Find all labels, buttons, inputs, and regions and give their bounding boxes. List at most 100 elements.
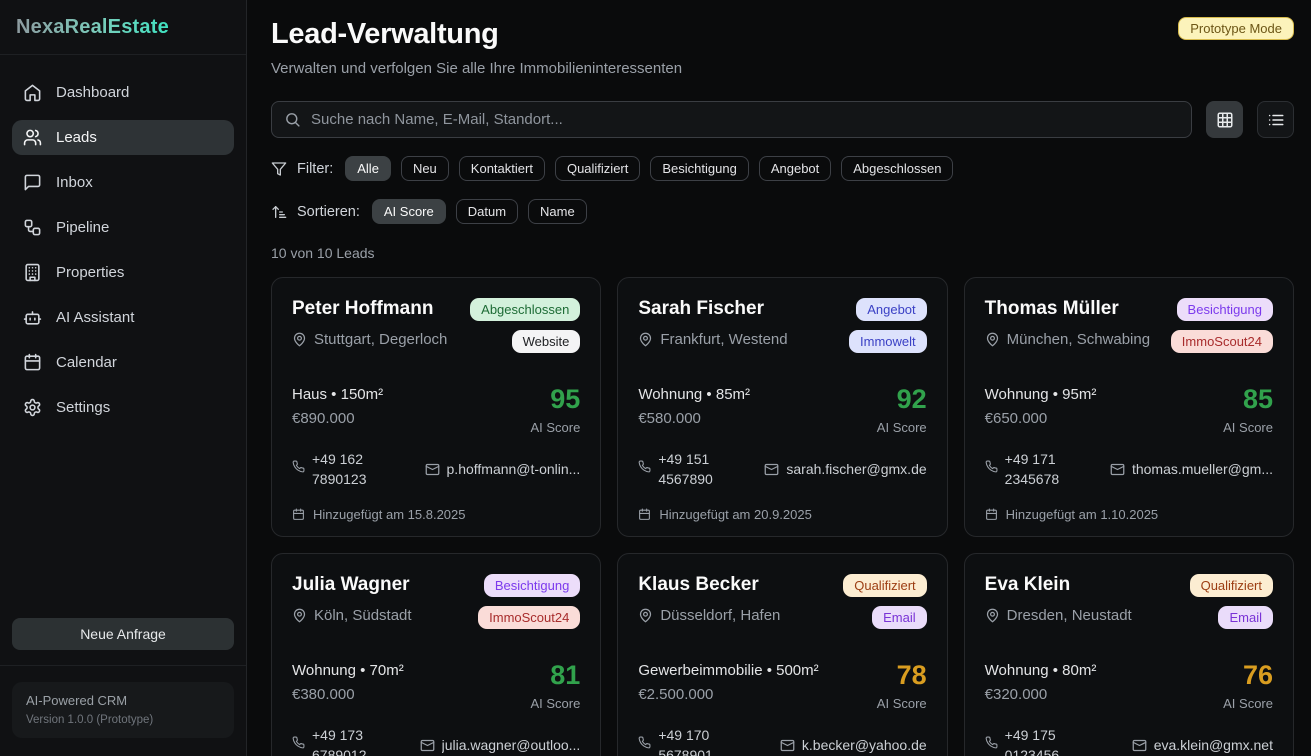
filter-pill-besichtigung[interactable]: Besichtigung	[650, 156, 749, 181]
sidebar-footer: AI-Powered CRM Version 1.0.0 (Prototype)	[0, 665, 246, 756]
property-type: Wohnung • 80m²	[984, 662, 1097, 679]
sort-pill-ai-score[interactable]: AI Score	[371, 199, 446, 224]
calendar-small-icon	[638, 508, 651, 521]
sidebar-item-label: Leads	[56, 129, 97, 146]
sidebar-item-inbox[interactable]: Inbox	[12, 165, 234, 200]
lead-phone-text: +49 171 2345678	[1004, 451, 1060, 488]
mail-icon	[425, 462, 440, 477]
search-box[interactable]	[271, 101, 1192, 138]
lead-card[interactable]: Julia Wagner Köln, Südstadt Besichtigung…	[271, 553, 602, 756]
lead-name: Klaus Becker	[638, 574, 759, 595]
lead-name: Sarah Fischer	[638, 298, 764, 319]
lead-card[interactable]: Sarah Fischer Frankfurt, Westend Angebot…	[617, 277, 948, 537]
lead-location-text: Dresden, Neustadt	[1006, 607, 1132, 624]
ai-score-label: AI Score	[876, 696, 927, 711]
new-request-button[interactable]: Neue Anfrage	[12, 618, 234, 650]
sidebar-item-properties[interactable]: Properties	[12, 255, 234, 290]
sidebar-item-settings[interactable]: Settings	[12, 390, 234, 425]
filter-icon	[271, 161, 287, 177]
lead-card[interactable]: Klaus Becker Düsseldorf, Hafen Qualifizi…	[617, 553, 948, 756]
lead-card-top: Sarah Fischer Frankfurt, Westend Angebot…	[638, 298, 927, 353]
property-info: Gewerbeimmobilie • 500m² €2.500.000	[638, 662, 818, 711]
lead-added-text: Hinzugefügt am 1.10.2025	[1005, 506, 1159, 522]
lead-badges: Qualifiziert Email	[843, 574, 927, 629]
property-info: Wohnung • 80m² €320.000	[985, 662, 1097, 711]
grid-icon	[1216, 111, 1234, 129]
property-price: €580.000	[638, 410, 701, 427]
contact-row: +49 175 0123456 eva.klein@gmx.net	[985, 725, 1273, 756]
sidebar-item-dashboard[interactable]: Dashboard	[12, 75, 234, 110]
property-row: Gewerbeimmobilie • 500m² €2.500.000 78 A…	[638, 662, 927, 712]
filter-pill-qualifiziert[interactable]: Qualifiziert	[554, 156, 641, 181]
lead-card[interactable]: Thomas Müller München, Schwabing Besicht…	[963, 277, 1294, 537]
list-icon	[1267, 111, 1285, 129]
grid-view-button[interactable]	[1206, 101, 1243, 138]
lead-added-text: Hinzugefügt am 20.9.2025	[659, 506, 812, 522]
property-row: Wohnung • 95m² €650.000 85 AI Score	[985, 384, 1273, 436]
mail-icon	[1110, 462, 1125, 477]
page-subtitle: Verwalten und verfolgen Sie alle Ihre Im…	[271, 60, 683, 77]
ai-score-label: AI Score	[530, 696, 581, 711]
property-type: Wohnung • 85m²	[638, 386, 751, 403]
sidebar-item-pipeline[interactable]: Pipeline	[12, 210, 234, 245]
page-header-text: Lead-Verwaltung Verwalten und verfolgen …	[271, 14, 682, 77]
lead-added-text: Hinzugefügt am 15.8.2025	[313, 506, 466, 522]
lead-location-text: Düsseldorf, Hafen	[660, 607, 781, 624]
lead-card[interactable]: Peter Hoffmann Stuttgart, Degerloch Abge…	[271, 277, 602, 537]
lead-card[interactable]: Eva Klein Dresden, Neustadt Qualifiziert…	[963, 553, 1294, 756]
lead-phone: +49 175 0123456	[985, 725, 1077, 756]
list-view-button[interactable]	[1257, 101, 1294, 138]
sidebar-item-label: Inbox	[56, 174, 93, 191]
lead-phone: +49 170 5678901	[638, 725, 730, 756]
ai-score-value: 85	[1242, 384, 1273, 414]
lead-location: München, Schwabing	[985, 331, 1150, 348]
sidebar-item-label: Pipeline	[56, 219, 110, 236]
sidebar-item-label: Calendar	[56, 354, 117, 371]
filter-pill-kontaktiert[interactable]: Kontaktiert	[458, 156, 545, 181]
lead-identity: Julia Wagner Köln, Südstadt	[292, 574, 412, 624]
sidebar-item-label: Settings	[56, 399, 111, 416]
results-count: 10 von 10 Leads	[271, 245, 375, 261]
lead-phone-text: +49 151 4567890	[658, 451, 713, 488]
lead-location-text: Frankfurt, Westend	[660, 331, 788, 348]
lead-phone: +49 173 6789012	[292, 725, 384, 756]
sidebar-item-leads[interactable]: Leads	[12, 120, 234, 155]
sidebar-item-calendar[interactable]: Calendar	[12, 345, 234, 380]
lead-card-top: Klaus Becker Düsseldorf, Hafen Qualifizi…	[638, 574, 927, 629]
filter-pill-abgeschlossen[interactable]: Abgeschlossen	[841, 156, 954, 181]
sidebar: NexaRealEstate Dashboard Leads Inbox Pip…	[0, 0, 247, 756]
lead-email-text: k.becker@yahoo.de	[801, 737, 927, 754]
property-type: Wohnung • 70m²	[292, 662, 404, 679]
version-card-subtitle: Version 1.0.0 (Prototype)	[26, 714, 154, 726]
source-badge: Email	[872, 606, 927, 629]
search-icon	[284, 111, 301, 128]
filter-pill-neu[interactable]: Neu	[400, 156, 449, 181]
filter-label: Filter:	[297, 160, 334, 177]
sidebar-item-ai-assistant[interactable]: AI Assistant	[12, 300, 234, 335]
property-price: €380.000	[292, 686, 355, 703]
filter-pill-alle[interactable]: Alle	[345, 156, 391, 181]
contact-row: +49 162 7890123 p.hoffmann@t-onlin...	[292, 449, 580, 490]
lead-email-text: sarah.fischer@gmx.de	[786, 461, 927, 478]
lead-badges: Angebot Immowelt	[849, 298, 927, 353]
lead-name: Thomas Müller	[984, 298, 1119, 319]
filter-pill-angebot[interactable]: Angebot	[758, 156, 832, 181]
phone-icon	[985, 460, 998, 478]
property-info: Wohnung • 85m² €580.000	[638, 386, 750, 435]
source-badge: Website	[511, 330, 581, 353]
sort-pill-datum[interactable]: Datum	[455, 199, 519, 224]
sort-pill-name[interactable]: Name	[528, 199, 587, 224]
robot-icon	[23, 308, 42, 327]
ai-score: 95 AI Score	[530, 386, 580, 436]
sidebar-item-label: AI Assistant	[56, 309, 135, 326]
source-badge: Immowelt	[849, 330, 927, 353]
property-type: Gewerbeimmobilie • 500m²	[638, 662, 819, 679]
contact-row: +49 171 2345678 thomas.mueller@gm...	[985, 449, 1273, 490]
ai-score: 92 AI Score	[877, 386, 927, 436]
map-pin-icon	[985, 608, 1000, 623]
status-badge: Qualifiziert	[1189, 574, 1273, 597]
sidebar-bottom: Neue Anfrage AI-Powered CRM Version 1.0.…	[0, 618, 246, 756]
lead-card-top: Peter Hoffmann Stuttgart, Degerloch Abge…	[292, 298, 581, 353]
status-badge: Besichtigung	[1176, 298, 1273, 321]
search-input[interactable]	[311, 111, 1179, 128]
